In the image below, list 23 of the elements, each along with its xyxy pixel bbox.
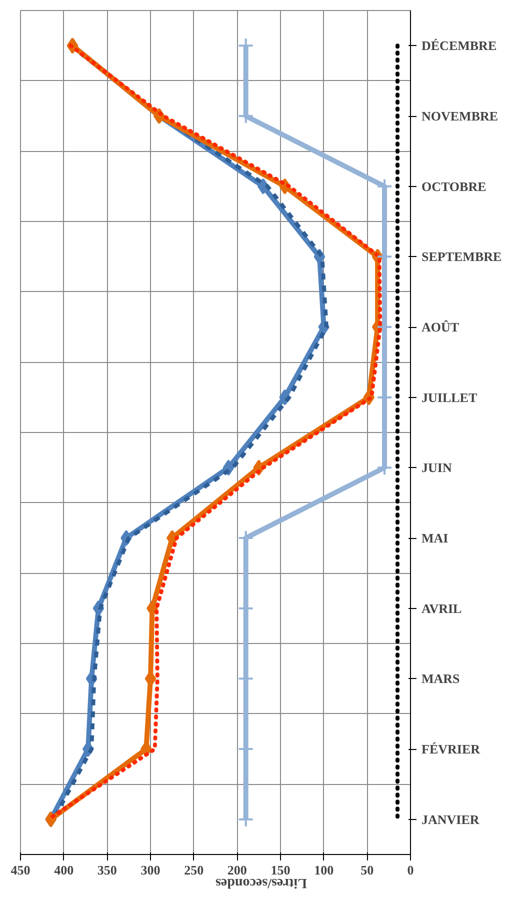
x-tick-label: 100	[314, 862, 334, 878]
x-tick-label: 250	[184, 862, 204, 878]
y-tick-label: MAI	[422, 530, 448, 546]
y-tick-label: JUILLET	[422, 390, 478, 405]
x-tick-label: 350	[97, 862, 117, 878]
y-tick-label: OCTOBRE	[422, 178, 486, 194]
x-tick-label: 150	[270, 862, 290, 878]
x-tick-label: 450	[10, 862, 30, 878]
x-tick-label: 300	[140, 862, 160, 878]
x-axis-title: Litres/secondes	[214, 875, 308, 890]
y-tick-label: JANVIER	[422, 812, 480, 827]
x-tick-label: 50	[360, 862, 374, 878]
x-tick-label: 400	[54, 862, 74, 878]
y-tick-label: AVRIL	[422, 600, 462, 616]
y-tick-label: MARS	[422, 671, 460, 686]
y-tick-label: JUIN	[422, 460, 452, 476]
y-tick-label: NOVEMBRE	[422, 108, 498, 124]
x-tick-label: 200	[227, 862, 247, 878]
y-tick-label: SEPTEMBRE	[422, 249, 502, 264]
x-tick-label: 0	[407, 862, 414, 878]
y-tick-label: DÉCEMBRE	[422, 38, 497, 54]
y-tick-label: FÉVRIER	[422, 742, 481, 756]
y-tick-label: AOÛT	[422, 320, 460, 334]
